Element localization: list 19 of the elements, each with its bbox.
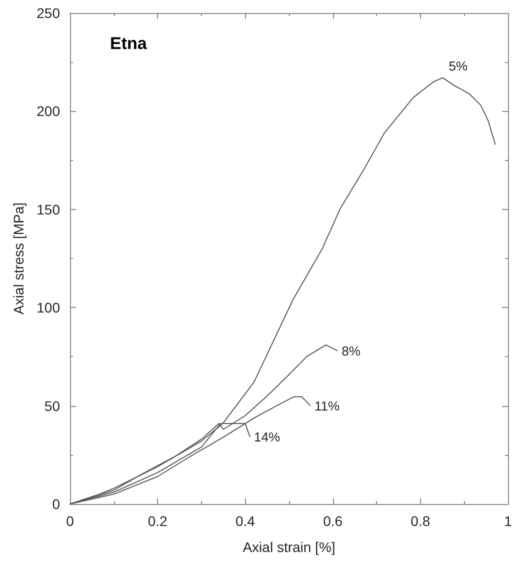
y-tick-label: 150 bbox=[36, 201, 60, 218]
x-tick-label: 0.2 bbox=[148, 513, 168, 529]
y-tick-label: 100 bbox=[36, 300, 60, 316]
y-tick-label: 250 bbox=[36, 5, 60, 21]
series-label: 11% bbox=[314, 398, 340, 414]
y-tick-label: 0 bbox=[52, 496, 60, 512]
series-label: 5% bbox=[448, 58, 468, 74]
x-tick-label: 0 bbox=[66, 513, 74, 529]
series-label: 8% bbox=[342, 343, 361, 358]
y-axis-title: Axial stress [MPa] bbox=[10, 202, 27, 315]
series-label: 14% bbox=[254, 430, 280, 445]
y-tick-label: 200 bbox=[36, 103, 60, 120]
x-tick-label: 0.6 bbox=[323, 513, 343, 529]
y-tick-label: 50 bbox=[44, 398, 60, 414]
x-tick-label: 0.4 bbox=[235, 513, 256, 529]
x-axis-title: Axial strain [%] bbox=[242, 539, 336, 555]
text: Etna bbox=[110, 34, 148, 53]
x-tick-label: 1 bbox=[504, 513, 512, 529]
x-tick-label: 0.8 bbox=[410, 513, 430, 529]
